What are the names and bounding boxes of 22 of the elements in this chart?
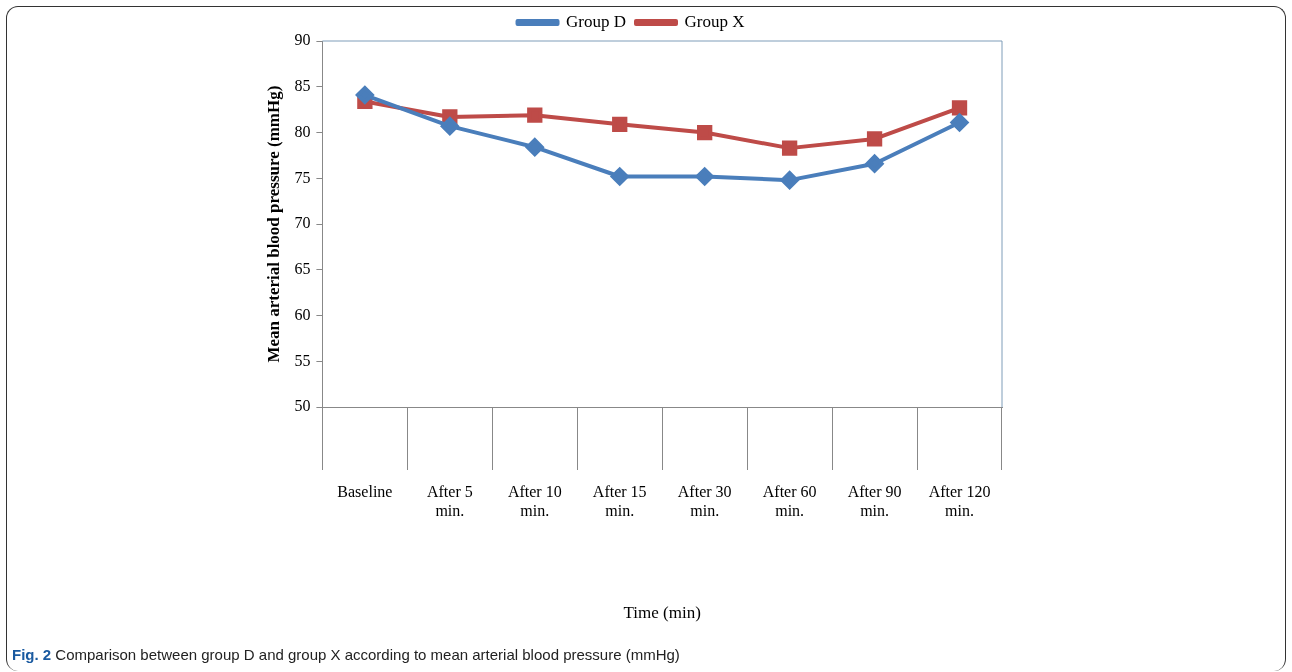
y-tick-label: 75 (294, 168, 311, 186)
x-tick-label: After 5 min. (426, 483, 473, 520)
legend-label: Group D (566, 11, 626, 31)
legend-label: Group X (684, 11, 745, 31)
y-axis-title: Mean arterial blood pressure (mmHg) (263, 85, 283, 363)
x-tick-label: After 10 min. (507, 483, 562, 520)
x-tick-label: After 30 min. (677, 483, 732, 520)
x-tick-label: After 90 min. (847, 483, 902, 520)
y-tick-label: 70 (294, 214, 311, 232)
x-axis-title: Time (min) (623, 603, 701, 623)
y-tick-label: 50 (294, 397, 311, 415)
y-tick-label: 65 (294, 260, 311, 278)
x-tick-label: After 15 min. (592, 483, 647, 520)
x-tick-label: After 120 min. (928, 483, 991, 520)
y-tick-label: 85 (294, 76, 311, 94)
y-tick-label: 55 (294, 351, 311, 369)
y-tick-label: 60 (294, 305, 311, 323)
y-tick-label: 80 (294, 122, 311, 140)
x-tick-label: After 60 min. (762, 483, 817, 520)
y-tick-label: 90 (294, 31, 311, 49)
x-tick-label: Baseline (337, 483, 393, 500)
caption: Fig. 2 Comparison between group D and group X according to mean arterial blood pressure (mmHg) (12, 646, 680, 663)
